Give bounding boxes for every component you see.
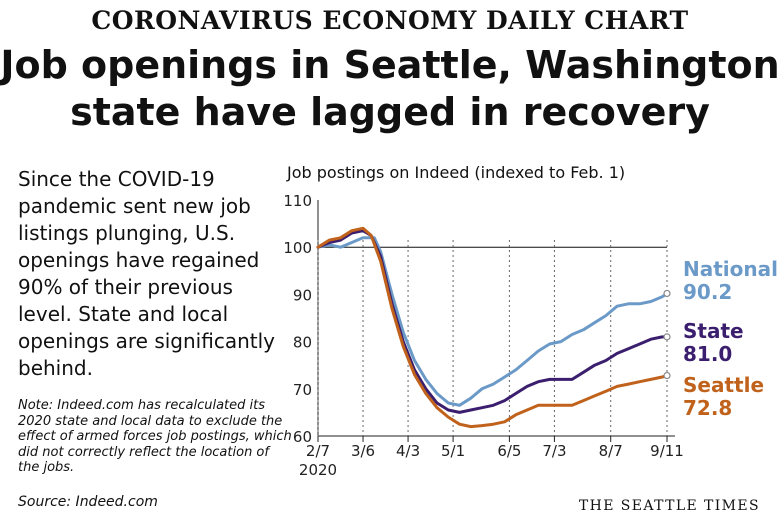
chart-title: Job postings on Indeed (indexed to Feb. … xyxy=(287,163,626,182)
x-tick-label: 5/1 xyxy=(441,442,465,460)
y-tick-label: 80 xyxy=(293,334,312,352)
x-tick-label: 9/11 xyxy=(650,442,684,460)
note-text: Note: Indeed.com has recalculated its 20… xyxy=(18,398,292,475)
series-label-state: State xyxy=(683,319,744,343)
headline: Job openings in Seattle, Washington stat… xyxy=(0,42,780,136)
y-tick-label: 70 xyxy=(293,381,312,399)
x-year-label: 2020 xyxy=(299,461,337,479)
publisher-logo: THE SEATTLE TIMES xyxy=(578,498,760,514)
y-tick-label: 110 xyxy=(283,192,312,210)
series-end-marker-state xyxy=(663,333,671,341)
x-tick-label: 7/3 xyxy=(542,442,566,460)
series-value-national: 90.2 xyxy=(683,280,732,304)
series-line-national xyxy=(316,236,669,407)
series-value-seattle: 72.8 xyxy=(683,396,732,420)
y-tick-label: 60 xyxy=(293,428,312,446)
y-tick-label: 100 xyxy=(283,239,312,257)
x-tick-label: 8/7 xyxy=(599,442,623,460)
series-label-seattle: Seattle xyxy=(683,373,764,397)
x-tick-label: 4/3 xyxy=(396,442,420,460)
kicker: CORONAVIRUS ECONOMY DAILY CHART xyxy=(91,6,689,35)
series-label-national: National xyxy=(683,257,778,281)
source-text: Source: Indeed.com xyxy=(18,494,158,510)
series-end-marker-seattle xyxy=(663,371,671,380)
headline-line-1: Job openings in Seattle, Washington xyxy=(0,43,780,87)
series-value-state: 81.0 xyxy=(683,342,732,366)
y-tick-label: 90 xyxy=(293,286,312,304)
x-tick-label: 2/7 xyxy=(306,442,330,460)
series-end-marker-national xyxy=(663,289,671,298)
intro-text: Since the COVID-19 pandemic sent new job… xyxy=(18,167,275,380)
series-line-seattle xyxy=(316,226,669,429)
x-tick-label: 3/6 xyxy=(351,442,375,460)
headline-line-2: state have lagged in recovery xyxy=(70,90,710,134)
x-tick-label: 6/5 xyxy=(497,442,521,460)
